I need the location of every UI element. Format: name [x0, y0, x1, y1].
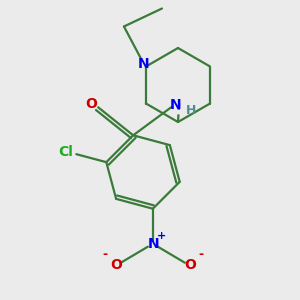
Text: H: H: [186, 104, 196, 117]
Text: O: O: [184, 258, 196, 272]
Text: N: N: [138, 58, 150, 71]
Text: N: N: [148, 237, 160, 251]
Text: -: -: [102, 248, 107, 261]
Text: +: +: [157, 231, 167, 241]
Text: O: O: [85, 97, 97, 111]
Text: Cl: Cl: [58, 145, 73, 159]
Text: -: -: [198, 248, 203, 261]
Text: O: O: [110, 258, 122, 272]
Text: N: N: [169, 98, 181, 112]
